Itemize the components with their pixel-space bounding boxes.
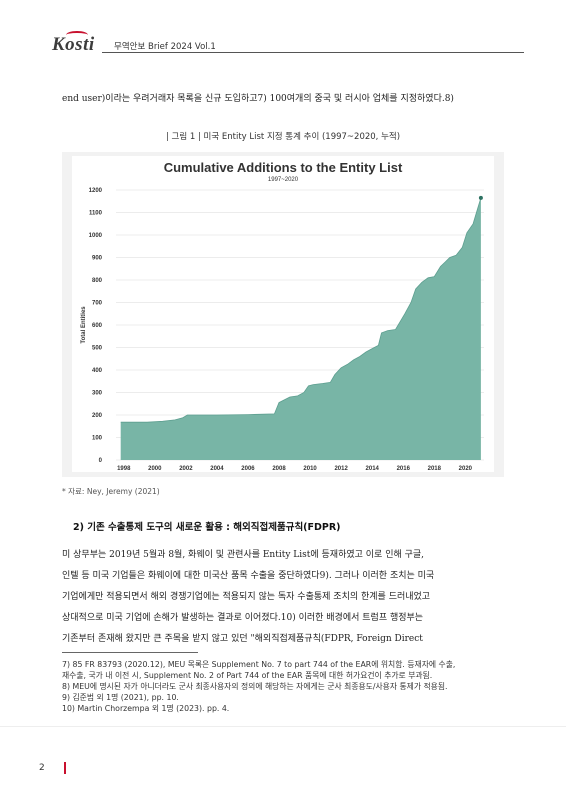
y-tick-label: 1200 bbox=[89, 188, 103, 194]
y-tick-label: 800 bbox=[92, 278, 103, 284]
x-tick-label: 1998 bbox=[117, 466, 131, 472]
x-tick-label: 2000 bbox=[148, 466, 162, 472]
page-header: Kosti 무역안보 Brief 2024 Vol.1 bbox=[52, 31, 524, 56]
y-tick-label: 600 bbox=[92, 323, 103, 329]
x-tick-label: 2006 bbox=[241, 466, 255, 472]
chart-figure: Cumulative Additions to the Entity List … bbox=[62, 152, 504, 477]
footnote-7: 7) 85 FR 83793 (2020.12), MEU 목록은 Supple… bbox=[62, 660, 456, 669]
footnote-divider bbox=[62, 652, 198, 653]
y-tick-label: 400 bbox=[92, 368, 103, 374]
y-tick-label: 200 bbox=[92, 413, 103, 419]
entity-list-chart: Cumulative Additions to the Entity List … bbox=[72, 156, 494, 472]
paragraph-line-3: 기업에게만 적용되면서 해외 경쟁기업에는 적용되지 않는 독자 수출통제 조치… bbox=[62, 592, 431, 602]
footnote-9: 9) 김준범 외 1명 (2021), pp. 10. bbox=[62, 693, 179, 702]
y-tick-label: 700 bbox=[92, 301, 103, 307]
paragraph-line-1: 미 상무부는 2019년 5월과 8월, 화웨이 및 관련사를 Entity L… bbox=[62, 550, 425, 560]
footnote-7-cont: 재수출, 국가 내 이전 시, Supplement No. 2 of Part… bbox=[62, 671, 433, 680]
y-ticks: 0 100 200 300 400 500 600 700 800 900 1000 1100 1200 bbox=[89, 188, 103, 464]
paragraph-line-2: 인텔 등 미국 기업들은 화웨이에 대한 미국산 품목 수출을 중단하였다9).… bbox=[62, 571, 435, 581]
entity-area-series bbox=[120, 197, 481, 460]
x-tick-label: 2020 bbox=[459, 466, 473, 472]
x-tick-label: 2018 bbox=[428, 466, 442, 472]
footer-divider bbox=[0, 726, 566, 727]
entity-line-series bbox=[120, 197, 482, 423]
y-axis-label: Total Entities bbox=[81, 306, 87, 344]
x-tick-label: 2014 bbox=[366, 466, 380, 472]
page-number: 2 bbox=[39, 763, 45, 773]
y-tick-label: 100 bbox=[92, 436, 103, 442]
y-tick-label: 1100 bbox=[89, 211, 103, 217]
y-tick-label: 0 bbox=[99, 458, 103, 464]
logo-swoosh-icon bbox=[66, 31, 88, 39]
figure-source: * 자료: Ney, Jeremy (2021) bbox=[62, 487, 160, 496]
header-divider bbox=[102, 52, 524, 53]
paragraph-line-5: 기존부터 존재해 왔지만 큰 주목을 받지 않고 있던 "해외직접제품규칙(FD… bbox=[62, 634, 423, 644]
x-tick-label: 2016 bbox=[397, 466, 411, 472]
intro-line: end user)이라는 우려거래자 목록을 신규 도입하고7) 100여개의 … bbox=[62, 94, 454, 104]
footnote-8: 8) MEU에 명시된 자가 아니더라도 군사 최종사용자의 정의에 해당하는 … bbox=[62, 682, 448, 691]
header-title: 무역안보 Brief 2024 Vol.1 bbox=[114, 42, 216, 52]
x-tick-label: 2010 bbox=[303, 466, 317, 472]
chart-subtitle: 1997~2020 bbox=[268, 177, 299, 183]
paragraph-line-4: 상대적으로 미국 기업에 손해가 발생하는 결과로 이어졌다.10) 이러한 배… bbox=[62, 613, 424, 623]
x-ticks: 1998 2000 2002 2004 2006 2008 2010 2012 2014 2016… bbox=[117, 466, 473, 472]
kosti-logo: Kosti bbox=[52, 34, 95, 55]
y-tick-label: 300 bbox=[92, 391, 103, 397]
x-tick-label: 2008 bbox=[272, 466, 286, 472]
chart-title: Cumulative Additions to the Entity List bbox=[164, 160, 403, 175]
y-tick-label: 500 bbox=[92, 346, 103, 352]
x-tick-label: 2012 bbox=[334, 466, 348, 472]
footnote-10: 10) Martin Chorzempa 외 1명 (2023). pp. 4. bbox=[62, 704, 230, 713]
y-tick-label: 1000 bbox=[89, 233, 103, 239]
page-number-bar bbox=[64, 762, 66, 774]
figure-caption: | 그림 1 | 미국 Entity List 지정 통계 추이 (1997~2… bbox=[165, 132, 401, 142]
x-tick-label: 2002 bbox=[179, 466, 193, 472]
series-end-point bbox=[478, 195, 483, 200]
x-tick-label: 2004 bbox=[210, 466, 224, 472]
y-tick-label: 900 bbox=[92, 256, 103, 262]
section-title: 2) 기존 수출통제 도구의 새로운 활용 : 해외직접제품규칙(FDPR) bbox=[73, 522, 341, 533]
